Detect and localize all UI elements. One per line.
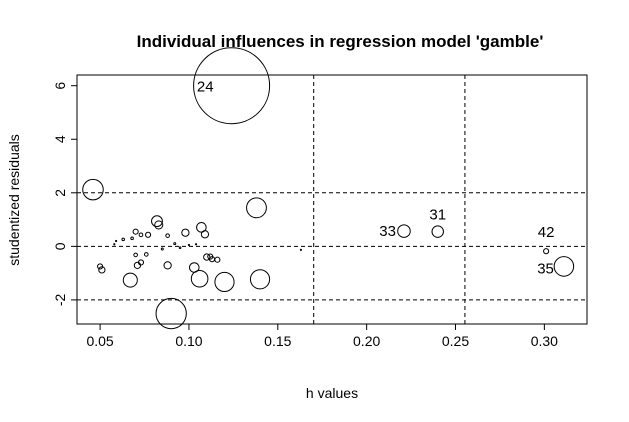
data-point — [145, 231, 152, 238]
data-point — [163, 261, 172, 270]
point-label: 35 — [537, 260, 554, 277]
data-point — [155, 297, 187, 330]
data-point — [160, 247, 164, 251]
data-point — [190, 269, 209, 288]
data-point — [299, 248, 303, 251]
x-tick-label: 0.10 — [175, 333, 202, 349]
y-tick-label: 6 — [52, 82, 68, 90]
x-axis: 0.05 0.10 0.15 0.20 0.25 0.30 — [86, 324, 558, 349]
data-point — [200, 230, 210, 239]
data-point — [137, 259, 145, 266]
point-label: 42 — [538, 224, 555, 241]
point-label: 31 — [429, 207, 446, 224]
data-point — [188, 262, 200, 273]
data-point — [133, 252, 138, 258]
data-point — [98, 266, 106, 274]
data-point — [138, 232, 144, 238]
x-tick-label: 0.05 — [86, 333, 113, 349]
y-tick-label: -2 — [52, 293, 68, 306]
data-point — [121, 237, 125, 242]
x-tick-label: 0.30 — [531, 333, 558, 349]
data-point — [114, 239, 118, 243]
x-tick-label: 0.15 — [264, 333, 291, 349]
data-points — [82, 47, 575, 330]
x-tick-label: 0.25 — [442, 333, 469, 349]
point-labels: 24 35 33 31 42 — [197, 79, 555, 278]
y-tick-label: 4 — [52, 135, 68, 143]
x-axis-label: h values — [306, 385, 358, 401]
data-point — [214, 271, 235, 293]
y-tick-label: 2 — [52, 189, 68, 197]
data-point — [133, 261, 142, 270]
data-point — [122, 272, 138, 288]
data-point — [143, 252, 149, 257]
y-tick-label: 0 — [52, 242, 68, 250]
y-axis-label: studentized residuals — [6, 134, 22, 266]
data-point — [130, 236, 134, 241]
data-point — [178, 246, 182, 250]
plot-frame — [76, 74, 588, 325]
point-label: 24 — [197, 79, 214, 96]
data-point — [165, 233, 170, 238]
data-point — [97, 263, 104, 270]
data-point — [207, 253, 214, 260]
data-point — [154, 220, 164, 230]
data-point — [246, 197, 267, 219]
data-point — [113, 243, 116, 246]
data-point — [82, 178, 104, 201]
data-point — [397, 224, 411, 238]
data-point — [132, 228, 139, 235]
reference-lines — [77, 75, 587, 324]
data-point — [249, 269, 271, 290]
point-label: 33 — [379, 223, 396, 240]
data-point — [194, 243, 198, 246]
data-point — [431, 225, 444, 238]
data-point — [187, 243, 191, 247]
data-point — [543, 248, 550, 255]
data-point — [196, 222, 207, 233]
chart-title: Individual influences in regression mode… — [137, 32, 544, 51]
data-point — [173, 242, 177, 246]
data-point — [151, 215, 163, 228]
data-point — [214, 256, 221, 263]
data-point — [553, 256, 575, 277]
x-tick-label: 0.20 — [353, 333, 380, 349]
data-point — [193, 47, 271, 125]
data-point — [181, 228, 190, 237]
data-point — [203, 253, 211, 261]
y-axis: -2 0 2 4 6 — [52, 82, 77, 306]
